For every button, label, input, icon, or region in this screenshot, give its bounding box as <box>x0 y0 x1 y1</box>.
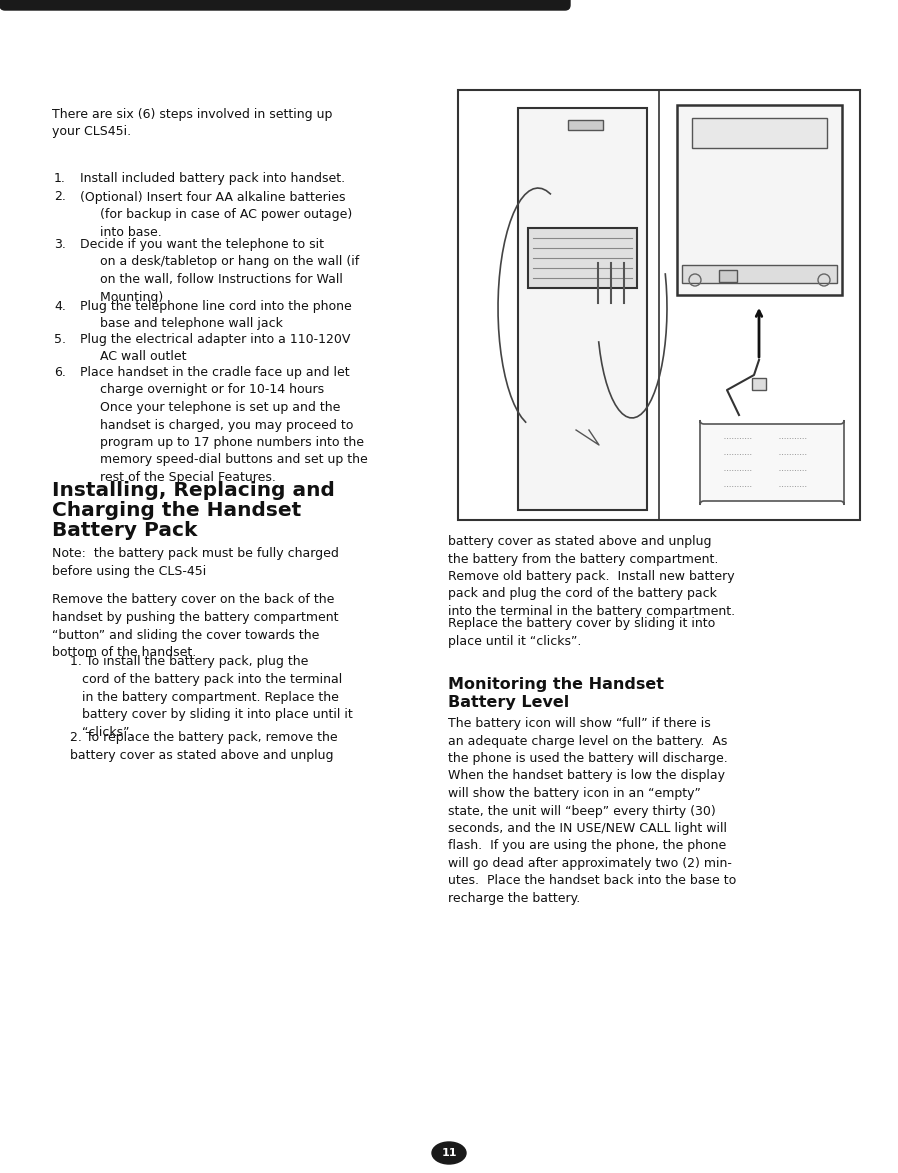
Text: 3.: 3. <box>54 238 66 251</box>
Text: 2. To replace the battery pack, remove the
battery cover as stated above and unp: 2. To replace the battery pack, remove t… <box>70 732 338 762</box>
Text: Plug the electrical adapter into a 110-120V
     AC wall outlet: Plug the electrical adapter into a 110-1… <box>80 333 350 364</box>
Text: Replace the battery cover by sliding it into
place until it “clicks”.: Replace the battery cover by sliding it … <box>448 617 715 647</box>
Bar <box>752 378 766 389</box>
Text: Installing, Replacing and: Installing, Replacing and <box>52 481 335 501</box>
Text: 2.: 2. <box>54 190 66 203</box>
Bar <box>528 228 637 289</box>
Text: Plug the telephone line cord into the phone
     base and telephone wall jack: Plug the telephone line cord into the ph… <box>80 300 352 331</box>
Bar <box>568 120 603 130</box>
Text: Charging the Handset: Charging the Handset <box>52 502 301 521</box>
Bar <box>518 108 647 510</box>
Ellipse shape <box>432 1143 466 1164</box>
Text: The battery icon will show “full” if there is
an adequate charge level on the ba: The battery icon will show “full” if the… <box>448 717 736 906</box>
Text: There are six (6) steps involved in setting up
your CLS45i.: There are six (6) steps involved in sett… <box>52 108 332 138</box>
Text: Remove the battery cover on the back of the
handset by pushing the battery compa: Remove the battery cover on the back of … <box>52 594 339 659</box>
Text: (Optional) Insert four AA alkaline batteries
     (for backup in case of AC powe: (Optional) Insert four AA alkaline batte… <box>80 190 352 238</box>
Text: Battery Pack: Battery Pack <box>52 522 198 541</box>
Text: Monitoring the Handset: Monitoring the Handset <box>448 677 664 692</box>
Text: Battery Level: Battery Level <box>448 694 569 710</box>
Text: 1. To install the battery pack, plug the
   cord of the battery pack into the te: 1. To install the battery pack, plug the… <box>70 656 353 739</box>
FancyBboxPatch shape <box>700 420 844 506</box>
Bar <box>719 270 737 282</box>
Text: 5.: 5. <box>54 333 66 346</box>
Text: Place handset in the cradle face up and let
     charge overnight or for 10-14 h: Place handset in the cradle face up and … <box>80 366 368 484</box>
Text: 11: 11 <box>441 1148 457 1158</box>
Text: battery cover as stated above and unplug
the battery from the battery compartmen: battery cover as stated above and unplug… <box>448 535 735 618</box>
Bar <box>458 90 860 520</box>
Bar <box>682 265 837 283</box>
Bar <box>677 106 842 294</box>
Text: 1.: 1. <box>54 172 66 185</box>
FancyBboxPatch shape <box>0 0 570 11</box>
Text: 6.: 6. <box>54 366 66 379</box>
Text: Installing and Using Your CLS45i: Installing and Using Your CLS45i <box>22 22 403 42</box>
Text: Decide if you want the telephone to sit
     on a desk/tabletop or hang on the w: Decide if you want the telephone to sit … <box>80 238 359 304</box>
Bar <box>692 118 827 148</box>
Text: 4.: 4. <box>54 300 66 313</box>
Text: Note:  the battery pack must be fully charged
before using the CLS-45i: Note: the battery pack must be fully cha… <box>52 548 339 578</box>
Text: Install included battery pack into handset.: Install included battery pack into hands… <box>80 172 345 185</box>
